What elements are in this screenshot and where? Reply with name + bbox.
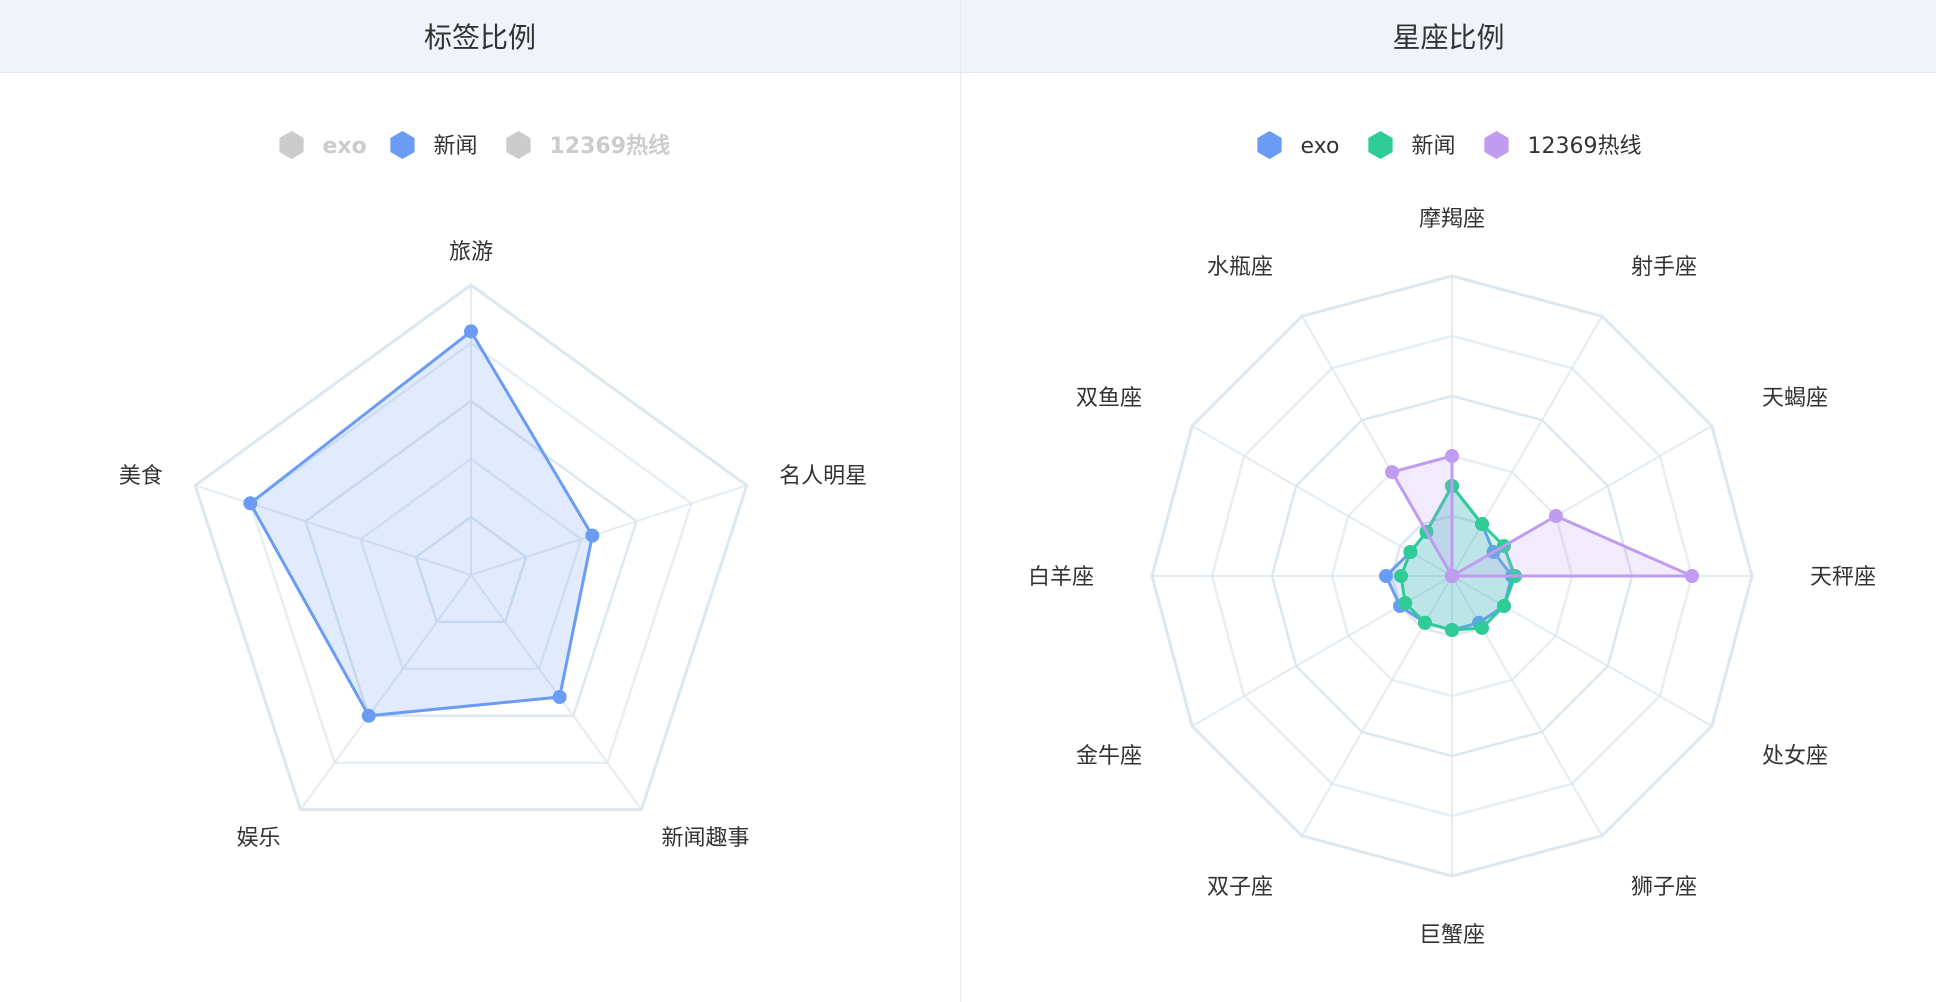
series-item-0 [243,324,600,723]
radar-grid [1150,274,1754,878]
indicator-label: 金牛座 [1076,744,1142,769]
legend-label: 12369热线 [1527,134,1641,159]
radar-ring [414,515,528,624]
legend-marker-icon [390,131,415,159]
legend-label: exo [323,134,367,159]
indicator-label: 旅游 [449,240,493,265]
indicator-label: 新闻趣事 [661,826,749,851]
legend-marker-icon [1368,131,1393,159]
data-point[interactable] [552,690,567,704]
data-point[interactable] [1398,596,1413,610]
legend-item-12369[interactable]: 12369热线 [506,131,670,159]
data-point[interactable] [1685,569,1699,583]
data-point[interactable] [464,324,478,339]
indicator-label: 名人明星 [779,464,867,489]
data-point[interactable] [1385,465,1399,480]
legend-item-item-1[interactable]: 新闻 [1368,131,1455,159]
radar-spoke [470,484,748,576]
indicator-label: 巨蟹座 [1419,923,1485,948]
data-point[interactable] [1445,569,1459,583]
legend-item-exo[interactable]: exo [1257,131,1339,159]
radar-ring [304,399,638,718]
indicator-label: 双子座 [1207,875,1273,900]
chart-legend: exo 新闻 12369热线 [279,131,670,159]
indicator-label: 美食 [119,464,163,489]
constellation-ratio-panel: 星座比例 exo 新闻 12369热线摩羯座射手座天蝎座天秤座处女座狮子座巨蟹座 双子… [961,0,1936,1002]
tag-ratio-panel: 标签比例 exo 新闻 12369热线旅游名人明星新闻趣事 娱乐 美食 [0,0,961,1002]
legend-label: exo [1301,134,1340,159]
series-12369 [1385,449,1699,583]
radar-spoke [1451,575,1713,727]
indicator-label: 狮子座 [1631,875,1697,900]
indicator-label: 射手座 [1631,255,1697,280]
data-point[interactable] [243,496,258,511]
chart-legend: exo 新闻 12369热线 [1257,131,1641,159]
radar-grid [193,283,749,812]
radar-spoke [1451,315,1603,577]
indicator-label: 天蝎座 [1762,386,1828,411]
indicator-label: 水瓶座 [1207,255,1273,280]
legend-label: 新闻 [433,134,477,159]
indicator-label: 摩羯座 [1419,207,1485,232]
data-point[interactable] [585,528,600,543]
radar-ring [248,341,694,764]
legend-marker-icon [279,131,304,159]
data-point[interactable] [1379,569,1393,583]
data-point[interactable] [1496,599,1511,613]
data-point[interactable] [361,708,376,723]
radar-ring [359,457,583,671]
indicator-label: 娱乐 [237,826,281,851]
tag-ratio-title: 标签比例 [0,0,960,73]
indicator-label: 天秤座 [1810,565,1876,590]
indicator-label: 白羊座 [1028,565,1094,590]
data-point[interactable] [1475,517,1489,532]
data-point[interactable] [1445,623,1459,637]
legend-marker-icon [1484,131,1509,159]
indicator-label: 双鱼座 [1076,386,1142,411]
series-area [248,329,594,718]
radar-spoke [194,484,472,576]
legend-item-exo[interactable]: exo [279,131,367,159]
legend-marker-icon [506,131,531,159]
data-point[interactable] [1445,449,1459,463]
legend-item-item-1[interactable]: 新闻 [390,131,477,159]
legend-label: 12369热线 [549,133,670,159]
data-point[interactable] [1418,615,1432,630]
data-point[interactable] [1403,545,1418,559]
radar-spoke [299,574,472,811]
legend-marker-icon [1257,131,1282,159]
legend-label: 新闻 [1411,134,1455,159]
radar-ring [193,283,749,812]
data-point[interactable] [1548,509,1563,523]
data-point[interactable] [1475,620,1489,635]
data-point[interactable] [1394,569,1408,583]
constellation-ratio-title: 星座比例 [961,0,1936,73]
legend-item-12369[interactable]: 12369热线 [1484,131,1641,159]
indicator-label: 处女座 [1762,744,1828,769]
